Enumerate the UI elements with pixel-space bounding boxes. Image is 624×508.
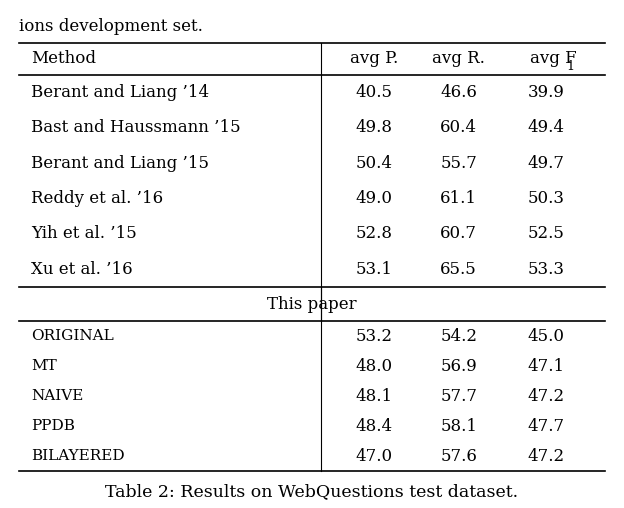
Text: Berant and Liang ’14: Berant and Liang ’14 bbox=[31, 84, 209, 101]
Text: 56.9: 56.9 bbox=[441, 358, 477, 375]
Text: 52.8: 52.8 bbox=[356, 226, 393, 242]
Text: 48.4: 48.4 bbox=[356, 418, 393, 435]
Text: 46.6: 46.6 bbox=[440, 84, 477, 101]
Text: MT: MT bbox=[31, 359, 57, 373]
Text: BILAYERED: BILAYERED bbox=[31, 450, 125, 463]
Text: 53.2: 53.2 bbox=[356, 328, 393, 344]
Text: 57.7: 57.7 bbox=[440, 388, 477, 405]
Text: 54.2: 54.2 bbox=[440, 328, 477, 344]
Text: 53.3: 53.3 bbox=[527, 261, 565, 278]
Text: 53.1: 53.1 bbox=[356, 261, 393, 278]
Text: 55.7: 55.7 bbox=[440, 154, 477, 172]
Text: 39.9: 39.9 bbox=[527, 84, 565, 101]
Text: Method: Method bbox=[31, 50, 96, 68]
Text: ORIGINAL: ORIGINAL bbox=[31, 329, 114, 343]
Text: 1: 1 bbox=[567, 60, 575, 73]
Text: NAIVE: NAIVE bbox=[31, 389, 84, 403]
Text: Xu et al. ’16: Xu et al. ’16 bbox=[31, 261, 133, 278]
Text: 50.3: 50.3 bbox=[527, 190, 565, 207]
Text: PPDB: PPDB bbox=[31, 419, 75, 433]
Text: 48.0: 48.0 bbox=[356, 358, 393, 375]
Text: 47.1: 47.1 bbox=[527, 358, 565, 375]
Text: 60.7: 60.7 bbox=[440, 226, 477, 242]
Text: 40.5: 40.5 bbox=[356, 84, 393, 101]
Text: This paper: This paper bbox=[267, 296, 357, 312]
Text: Reddy et al. ’16: Reddy et al. ’16 bbox=[31, 190, 163, 207]
Text: 47.7: 47.7 bbox=[527, 418, 565, 435]
Text: 65.5: 65.5 bbox=[441, 261, 477, 278]
Text: 61.1: 61.1 bbox=[440, 190, 477, 207]
Text: Bast and Haussmann ’15: Bast and Haussmann ’15 bbox=[31, 119, 241, 136]
Text: 58.1: 58.1 bbox=[440, 418, 477, 435]
Text: 48.1: 48.1 bbox=[356, 388, 393, 405]
Text: Berant and Liang ’15: Berant and Liang ’15 bbox=[31, 154, 209, 172]
Text: ions development set.: ions development set. bbox=[19, 18, 203, 35]
Text: 49.0: 49.0 bbox=[356, 190, 393, 207]
Text: 50.4: 50.4 bbox=[356, 154, 393, 172]
Text: 49.8: 49.8 bbox=[356, 119, 393, 136]
Text: 60.4: 60.4 bbox=[440, 119, 477, 136]
Text: 52.5: 52.5 bbox=[527, 226, 565, 242]
Text: avg P.: avg P. bbox=[350, 50, 399, 68]
Text: 45.0: 45.0 bbox=[527, 328, 565, 344]
Text: Table 2: Results on WebQuestions test dataset.: Table 2: Results on WebQuestions test da… bbox=[105, 483, 519, 500]
Text: 47.2: 47.2 bbox=[527, 388, 565, 405]
Text: 49.7: 49.7 bbox=[527, 154, 565, 172]
Text: avg F: avg F bbox=[530, 50, 577, 68]
Text: Yih et al. ’15: Yih et al. ’15 bbox=[31, 226, 137, 242]
Text: 47.0: 47.0 bbox=[356, 448, 393, 465]
Text: 49.4: 49.4 bbox=[527, 119, 565, 136]
Text: 57.6: 57.6 bbox=[440, 448, 477, 465]
Text: 47.2: 47.2 bbox=[527, 448, 565, 465]
Text: avg R.: avg R. bbox=[432, 50, 485, 68]
